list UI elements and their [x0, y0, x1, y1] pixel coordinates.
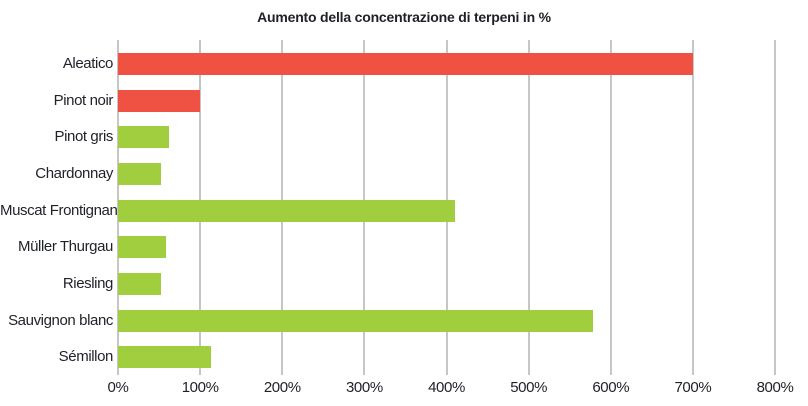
plot-area [117, 40, 776, 375]
bar-s-millon [118, 346, 211, 369]
category-label-riesling: Riesling [62, 274, 114, 292]
category-label-m-ller-thurgau: Müller Thurgau [17, 238, 113, 256]
bar-m-ller-thurgau [118, 236, 166, 259]
category-label-chardonnay: Chardonnay [35, 164, 113, 182]
gridline-600% [610, 40, 612, 375]
bar-riesling [118, 272, 161, 295]
bar-aleatico [118, 53, 693, 75]
category-label-pinot-gris: Pinot gris [54, 128, 113, 146]
category-label-aleatico: Aleatico [62, 55, 114, 72]
category-label-muscat-frontignan: Muscat Frontignan [0, 201, 118, 219]
bar-muscat-frontignan [118, 199, 455, 222]
chart-title: Aumento della concentrazione di terpeni … [257, 9, 551, 25]
x-tick-label-100%: 100% [181, 379, 219, 396]
category-label-pinot-noir: Pinot noir [53, 91, 114, 109]
x-tick-label-600%: 600% [592, 379, 630, 396]
gridline-700% [692, 40, 694, 375]
gridline-800% [774, 40, 776, 375]
category-label-s-millon: Sémillon [58, 348, 114, 366]
x-tick-label-500%: 500% [510, 379, 548, 396]
bar-sauvignon-blanc [118, 309, 593, 332]
x-tick-label-400%: 400% [428, 379, 465, 396]
bar-pinot-gris [118, 126, 169, 149]
gridline-500% [528, 40, 530, 375]
x-tick-label-0%: 0% [107, 379, 129, 396]
x-tick-label-800%: 800% [756, 379, 794, 396]
bar-chardonnay [118, 162, 161, 185]
x-tick-label-300%: 300% [345, 379, 383, 396]
x-tick-label-700%: 700% [674, 379, 712, 396]
bar-pinot-noir [118, 89, 201, 112]
category-label-sauvignon-blanc: Sauvignon blanc [8, 311, 113, 329]
x-tick-label-200%: 200% [263, 379, 301, 396]
